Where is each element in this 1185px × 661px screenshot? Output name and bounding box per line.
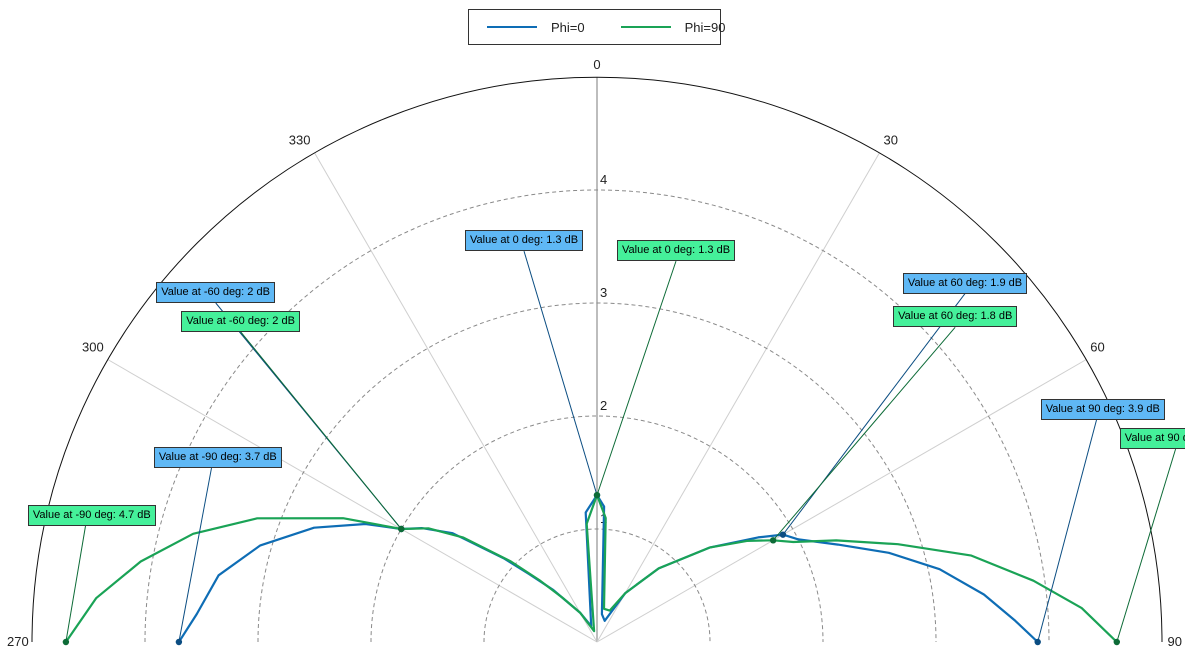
annotation-marker [1034,638,1041,646]
annotation-leader [65,525,86,643]
angle-tick-label-0: 0 [593,57,600,72]
annotation-marker [593,491,601,499]
legend-item-phi90: Phi=90 [620,19,726,35]
radial-gridline [144,189,1050,643]
annotation-label: Value at -60 deg: 2 dB [156,282,275,303]
annotation-leader [1116,448,1177,643]
angle-tick-label-90: 90 [1168,634,1182,649]
annotation-marker [62,638,70,646]
angle-tick-label-30: 30 [884,133,898,148]
legend-swatch-phi90 [620,26,671,28]
annotation-label: Value at 60 deg: 1.8 dB [893,306,1018,328]
annotation-marker [779,531,787,538]
annotation-label: Value at -60 deg: 2 dB [181,311,300,332]
legend-item-phi0: Phi=0 [487,20,585,35]
annotation-leader [523,250,598,496]
angle-gridline [107,359,598,643]
annotation-leader [772,326,956,541]
radial-gridline [257,302,937,643]
annotation-leader [178,467,212,643]
outer-boundary [31,76,1163,643]
annotation-marker [1113,638,1121,646]
annotation-leader [596,260,677,496]
legend-label-phi90: Phi=90 [684,19,726,35]
annotation-marker [769,537,777,544]
annotation-label: Value at -90 deg: 4.7 dB [27,505,156,526]
legend: Phi=0 Phi=90 [468,9,725,45]
annotation-leader [1037,419,1097,643]
angle-tick-label-270: 270 [7,634,29,649]
radial-tick-label-3: 3 [600,285,607,300]
radial-tick-label-4: 4 [600,172,607,187]
angle-tick-label-60: 60 [1090,340,1104,355]
annotation-marker [398,525,405,533]
radial-tick-label-2: 2 [600,398,607,413]
annotation-leader [240,331,402,530]
legend-label-phi0: Phi=0 [551,19,585,35]
angle-tick-label-300: 300 [82,340,104,355]
angle-tick-label-330: 330 [289,133,311,148]
angle-gridline [596,152,880,643]
annotation-label: Value at 0 deg: 1.3 dB [465,230,584,252]
annotation-label: Value at 60 deg: 1.9 dB [902,272,1028,294]
legend-swatch-phi0 [487,26,537,28]
annotation-marker [175,638,183,646]
annotation-label: Value at 90 deg: 3.9 dB [1040,399,1165,420]
annotation-label: Value at 0 deg: 1.3 dB [617,240,736,262]
angle-gridline [596,359,1087,643]
series-line-phi0 [177,494,1039,643]
annotation-label: Value at -90 deg: 3.7 dB [153,447,282,468]
annotation-label: Value at 90 deg: 4.6 dB [1119,428,1185,449]
angle-gridline [314,152,598,643]
annotation-leader [782,293,966,535]
radial-gridline [483,528,711,643]
